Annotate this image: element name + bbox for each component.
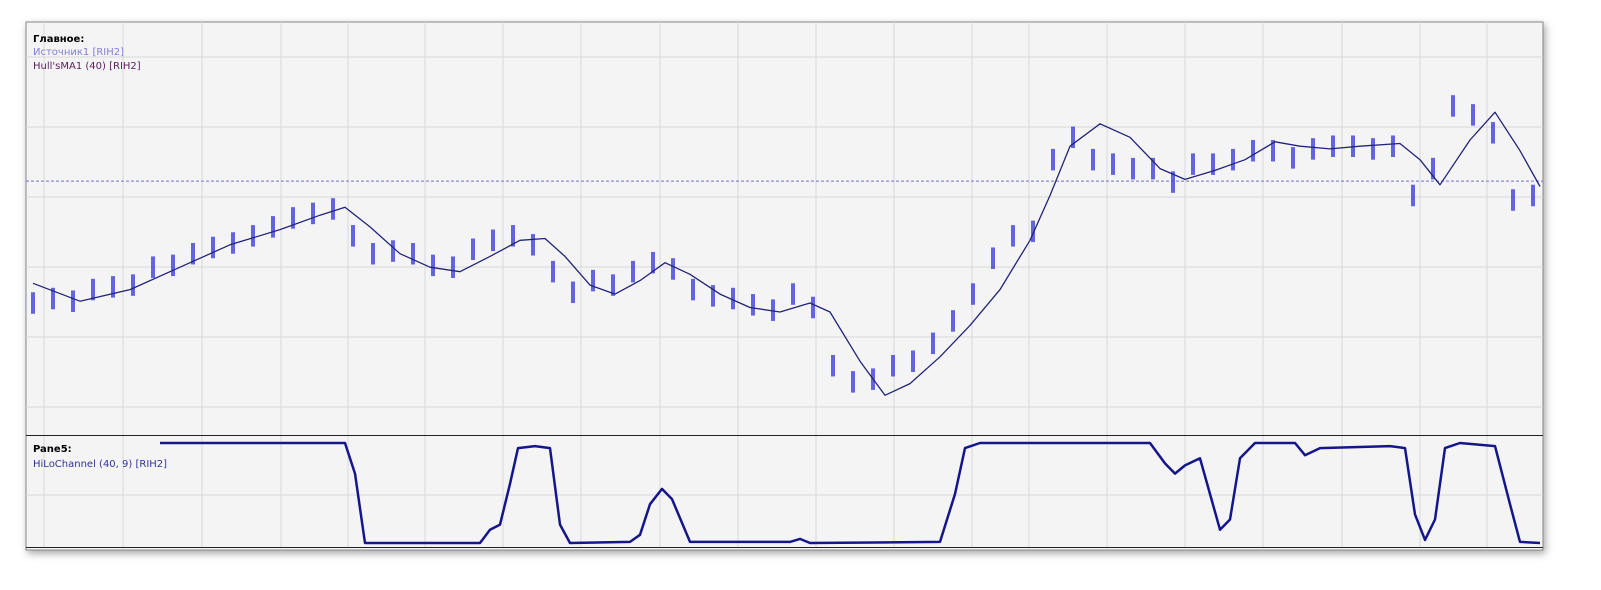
candle-range <box>751 294 755 316</box>
candle-range <box>211 236 215 259</box>
candle-range <box>971 283 975 305</box>
marks <box>26 95 1543 545</box>
candle-range <box>1191 153 1195 175</box>
candle-range <box>71 290 75 312</box>
pane-title: Pane5: <box>33 444 72 455</box>
line-series <box>160 441 1541 545</box>
candle-range <box>1031 220 1035 243</box>
candle-range <box>851 371 855 393</box>
candle-range <box>831 354 835 377</box>
candle-range <box>611 274 615 296</box>
candle-range <box>791 283 795 305</box>
candle-range <box>1151 157 1155 180</box>
candle-range <box>991 247 995 269</box>
candle-range <box>1511 189 1515 211</box>
candle-range <box>1451 95 1455 117</box>
candle-range <box>631 260 635 283</box>
candle-range <box>331 198 335 220</box>
candle-range <box>1171 171 1175 193</box>
candle-range <box>1051 148 1055 171</box>
candle-range <box>51 287 55 310</box>
legend-entry: HiLoChannel (40, 9) [RIH2] <box>33 459 167 470</box>
candle-range <box>1251 139 1255 162</box>
candle-range <box>1011 225 1015 247</box>
candle-range <box>171 254 175 277</box>
pane-title: Главное: <box>33 34 84 45</box>
candle-range <box>911 350 915 372</box>
candle-range <box>191 242 195 265</box>
candle-range <box>431 254 435 277</box>
candle-range <box>511 225 515 247</box>
candle-range <box>291 207 295 229</box>
candle-range <box>91 278 95 301</box>
candle-range <box>591 269 595 292</box>
candle-range <box>151 256 155 278</box>
candle-range <box>1211 153 1215 175</box>
candle-range <box>251 225 255 247</box>
candle-range <box>571 281 575 304</box>
candle-range <box>371 242 375 265</box>
candle-range <box>1471 104 1475 126</box>
candle-range <box>31 292 35 314</box>
candle-range <box>691 278 695 301</box>
candle-range <box>1131 157 1135 180</box>
candle-range <box>551 260 555 283</box>
candle-range <box>451 256 455 278</box>
candle-range <box>1491 122 1495 144</box>
candle-range <box>471 238 475 261</box>
candle-range <box>1411 184 1415 207</box>
candle-range <box>1231 148 1235 171</box>
legend-entry: Hull'sMA1 (40) [RIH2] <box>33 61 141 72</box>
candle-range <box>671 258 675 280</box>
frame <box>25 21 1544 551</box>
candle-range <box>931 332 935 355</box>
candle-range <box>311 202 315 225</box>
candle-range <box>391 240 395 262</box>
candle-range <box>1391 135 1395 157</box>
candle-range <box>131 274 135 296</box>
candle-range <box>1291 147 1295 169</box>
candle-range <box>1271 139 1275 162</box>
candle-range <box>1311 138 1315 160</box>
candle-range <box>1331 135 1335 157</box>
candle-range <box>111 276 115 298</box>
candle-range <box>711 285 715 307</box>
candle-range <box>651 251 655 274</box>
candle-range <box>811 296 815 319</box>
grid <box>26 22 1543 547</box>
candle-range <box>1531 184 1535 207</box>
candle-range <box>411 242 415 265</box>
candle-range <box>1111 153 1115 175</box>
candle-range <box>1091 148 1095 171</box>
candle-range <box>1071 126 1075 149</box>
candle-range <box>531 234 535 256</box>
candle-range <box>951 310 955 332</box>
candle-range <box>271 216 275 238</box>
candle-range <box>1431 157 1435 180</box>
candle-range <box>351 225 355 247</box>
candle-range <box>731 287 735 310</box>
candle-range <box>491 229 495 252</box>
legend-entry: Источник1 [RIH2] <box>33 47 124 58</box>
candle-range <box>231 232 235 254</box>
line-series <box>32 111 1541 396</box>
candle-range <box>891 354 895 377</box>
candle-range <box>1371 138 1375 160</box>
candle-range <box>771 299 775 321</box>
